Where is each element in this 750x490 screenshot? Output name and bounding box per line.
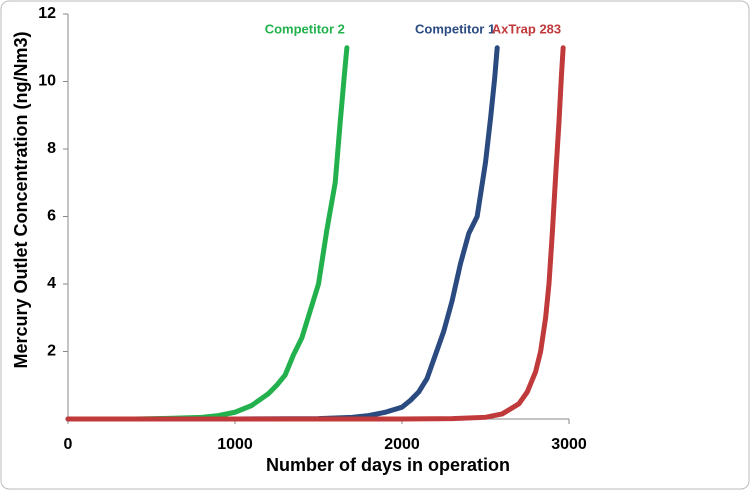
x-axis-title: Number of days in operation [266, 455, 510, 475]
y-tick-label: 8 [47, 140, 56, 157]
x-tick-label: 1000 [217, 436, 253, 453]
series-label: AxTrap 283 [492, 21, 561, 36]
y-tick-label: 4 [47, 275, 56, 292]
series-label: Competitor 2 [265, 21, 345, 36]
y-tick-label: 12 [38, 5, 56, 22]
x-tick-label: 2000 [384, 436, 420, 453]
x-tick-label: 0 [64, 436, 73, 453]
series-line [65, 45, 566, 422]
y-tick-label: 6 [47, 208, 56, 225]
series-label: Competitor 1 [415, 21, 495, 36]
y-axis-title: Mercury Outlet Concentration (ng/Nm3) [11, 31, 31, 368]
y-tick-label: 10 [38, 73, 56, 90]
x-tick-label: 3000 [551, 436, 587, 453]
y-tick-label: 2 [47, 343, 56, 360]
